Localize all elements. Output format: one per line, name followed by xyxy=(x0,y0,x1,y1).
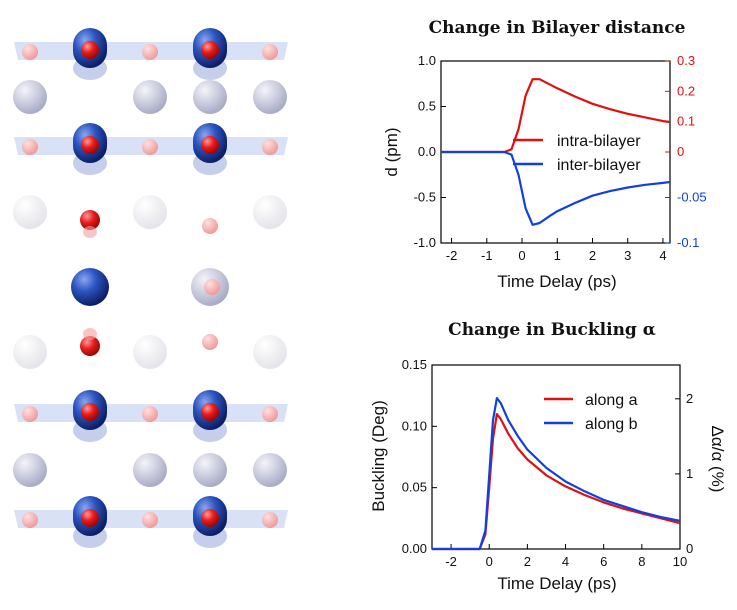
legend-label-inter-bilayer: inter-bilayer xyxy=(557,157,641,174)
spacer-atom xyxy=(133,335,167,369)
x-tick-label: -1 xyxy=(481,248,493,263)
blurred-atom-shadow xyxy=(83,226,97,238)
right-tick-label-red: 0.3 xyxy=(677,53,695,68)
chart-2-y-axis-label: Buckling (Deg) xyxy=(369,400,388,512)
x-tick-label: 4 xyxy=(562,554,569,569)
right-tick-label-red: 0.1 xyxy=(677,114,695,129)
legend-label-along b: along b xyxy=(585,416,638,433)
right-tick-label: 1 xyxy=(686,466,693,481)
right-tick-label-blue: -0.1 xyxy=(677,235,699,250)
x-tick-label: 4 xyxy=(659,248,666,263)
x-tick-label: 0 xyxy=(518,248,525,263)
right-tick-label: 2 xyxy=(686,391,693,406)
y-tick-label: 0.15 xyxy=(402,357,427,372)
spacer-atom xyxy=(253,195,287,229)
spacer-atom xyxy=(133,453,167,487)
chart-2-title: Change in Buckling α xyxy=(448,320,656,340)
y-tick-label: -0.5 xyxy=(414,190,436,205)
spacer-atom xyxy=(193,80,227,114)
spacer-atom xyxy=(13,195,47,229)
spacer-atom xyxy=(13,335,47,369)
oxygen-atom xyxy=(81,403,99,421)
y-tick-label: 0.10 xyxy=(402,418,427,433)
y-tick-label: 0.5 xyxy=(418,99,436,114)
oxygen-atom-faint xyxy=(202,218,218,234)
series-line-along a xyxy=(432,413,681,551)
crystal-structure-illustration xyxy=(13,28,288,548)
x-tick-label: -2 xyxy=(446,248,458,263)
metal-atom xyxy=(71,268,109,306)
x-tick-label: 0 xyxy=(486,554,493,569)
oxygen-atom xyxy=(201,403,219,421)
oxygen-atom xyxy=(201,136,219,154)
oxygen-atom xyxy=(80,336,100,356)
x-tick-label: 6 xyxy=(600,554,607,569)
y-tick-label: -1.0 xyxy=(414,235,436,250)
x-tick-label: 2 xyxy=(524,554,531,569)
oxygen-atom-faint xyxy=(142,406,158,422)
oxygen-atom xyxy=(81,136,99,154)
chart-1-y-axis-label: d (pm) xyxy=(382,127,401,176)
chart-1-title: Change in Bilayer distance xyxy=(429,18,686,38)
oxygen-atom-faint xyxy=(22,44,38,60)
chart-1-plot-area: -2 -1 0 1 2 3 4 1.0 0.5 0.0 -0.5 -1.0 0.3 0.2 0.1 0 -0.0… xyxy=(414,53,707,263)
oxygen-atom-faint xyxy=(22,139,38,155)
right-tick-label-red: 0.2 xyxy=(677,83,695,98)
oxygen-atom-faint xyxy=(262,44,278,60)
chart-2-x-axis-label: Time Delay (ps) xyxy=(497,574,616,593)
oxygen-atom-faint xyxy=(22,512,38,528)
spacer-atom xyxy=(253,80,287,114)
oxygen-atom-faint xyxy=(202,334,218,350)
y-tick-label: 1.0 xyxy=(418,53,436,68)
oxygen-atom-faint xyxy=(142,512,158,528)
x-tick-label: 3 xyxy=(624,248,631,263)
oxygen-atom xyxy=(80,210,100,230)
chart-1-legend: intra-bilayer inter-bilayer xyxy=(513,133,641,174)
chart-2-frame xyxy=(431,364,681,550)
spacer-atom xyxy=(253,335,287,369)
oxygen-atom-faint xyxy=(142,44,158,60)
oxygen-atom-faint xyxy=(262,406,278,422)
spacer-atom xyxy=(133,80,167,114)
right-tick-label-red: 0 xyxy=(677,144,684,159)
x-tick-label: 2 xyxy=(589,248,596,263)
y-tick-label: 0.0 xyxy=(418,144,436,159)
spacer-atom xyxy=(253,453,287,487)
x-tick-label: 10 xyxy=(673,554,687,569)
legend-label-along a: along a xyxy=(585,392,638,409)
oxygen-atom-faint xyxy=(262,139,278,155)
chart-2-legend: along a along b xyxy=(544,392,638,433)
spacer-atom xyxy=(13,80,47,114)
chart-1-x-axis-label: Time Delay (ps) xyxy=(497,272,616,291)
oxygen-atom xyxy=(201,509,219,527)
spacer-atom xyxy=(13,453,47,487)
oxygen-atom xyxy=(201,41,219,59)
x-tick-label: 8 xyxy=(638,554,645,569)
spacer-atom xyxy=(133,195,167,229)
x-tick-label: -2 xyxy=(445,554,457,569)
x-tick-label: 1 xyxy=(554,248,561,263)
oxygen-atom-faint xyxy=(204,279,220,295)
oxygen-atom xyxy=(81,509,99,527)
y-tick-label: 0.00 xyxy=(402,541,427,556)
legend-label-intra-bilayer: intra-bilayer xyxy=(557,133,641,150)
spacer-atom xyxy=(193,453,227,487)
oxygen-atom xyxy=(81,41,99,59)
oxygen-atom-faint xyxy=(142,139,158,155)
oxygen-atom-faint xyxy=(22,406,38,422)
chart-2-right-axis-label: Δα/α (%) xyxy=(708,426,727,493)
blurred-atom-shadow xyxy=(83,328,97,340)
right-tick-label: 0 xyxy=(686,541,693,556)
oxygen-atom-faint xyxy=(262,512,278,528)
right-tick-label-blue: -0.05 xyxy=(677,190,707,205)
series-line-along b xyxy=(432,397,681,551)
y-tick-label: 0.05 xyxy=(402,480,427,495)
